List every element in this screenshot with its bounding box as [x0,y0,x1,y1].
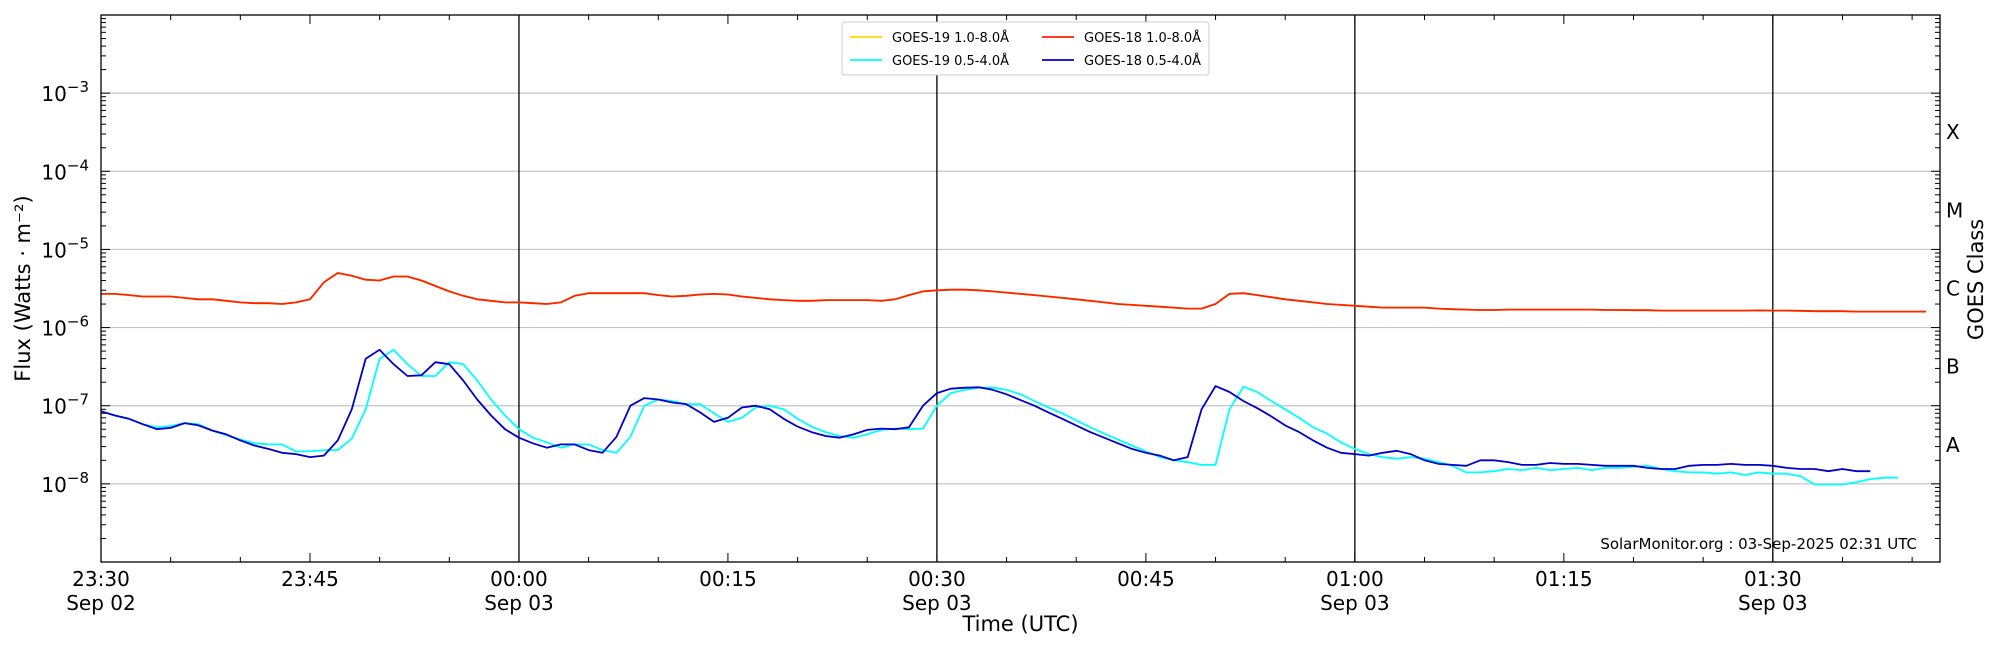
x-tick-label-time: 23:45 [281,567,339,591]
axis-ticks [100,14,1940,563]
goes-class-labels: A B C M X [1946,120,1963,457]
series-line [100,348,1871,473]
y-tick-label: 10−3 [41,78,89,106]
goes-class-label: B [1946,355,1960,379]
y-tick-label: 10−5 [41,234,89,262]
legend-label: GOES-19 0.5-4.0Å [892,53,1009,69]
x-tick-label-time: 00:45 [1117,567,1175,591]
legend-label: GOES-19 1.0-8.0Å [892,30,1009,46]
plot-frame [100,14,1941,563]
legend-label: GOES-18 1.0-8.0Å [1084,30,1201,46]
legend-box [841,21,1210,76]
x-tick-label-time: 01:00 [1326,567,1384,591]
credit-text: SolarMonitor.org : 03-Sep-2025 02:31 UTC [1600,535,1917,553]
goes-class-label: M [1946,198,1963,222]
x-tick-label-time: 23:30 [72,567,130,591]
right-axis-title: GOES Class [1964,219,1988,340]
x-tick-label-date: Sep 03 [1738,591,1808,615]
x-tick-label-date: Sep 03 [484,591,554,615]
x-tick-label-date: Sep 03 [1320,591,1390,615]
goes-class-label: A [1946,433,1960,457]
data-series [100,272,1927,486]
x-tick-label-time: 01:15 [1535,567,1593,591]
y-tick-label: 10−6 [41,313,89,341]
x-tick-label-time: 00:30 [908,567,966,591]
x-tick-label-date: Sep 03 [902,591,972,615]
x-tick-label-date: Sep 02 [66,591,136,615]
legend: GOES-19 1.0-8.0Å GOES-19 0.5-4.0Å GOES-18 … [841,21,1210,76]
x-tick-label-time: 01:30 [1744,567,1802,591]
goes-class-label: C [1946,277,1960,301]
grid-lines [101,92,1940,485]
y-tick-labels: 10−8 10−7 10−6 10−5 10−4 10−3 [41,78,89,497]
legend-label: GOES-18 0.5-4.0Å [1084,53,1201,69]
time-marker-lines [518,15,1774,562]
goes-class-label: X [1946,120,1960,144]
y-axis-title: Flux (Watts · m⁻²) [11,195,35,381]
x-tick-label-time: 00:15 [699,567,757,591]
series-line [100,348,1899,486]
y-tick-label: 10−7 [41,391,89,419]
x-tick-label-time: 00:00 [490,567,548,591]
y-tick-label: 10−4 [41,156,89,184]
series-line [101,272,1927,313]
x-axis-title: Time (UTC) [961,612,1078,636]
y-tick-label: 10−8 [41,469,89,497]
